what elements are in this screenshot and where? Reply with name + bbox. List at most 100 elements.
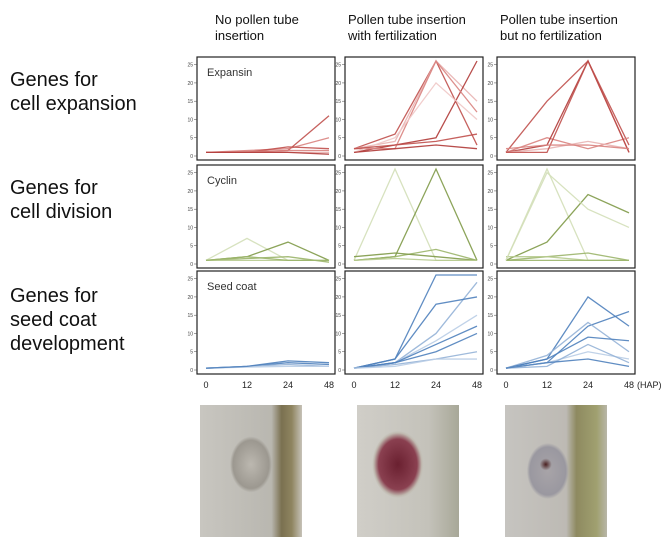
chart-grid: 0 5 10 15 20 25 Expansin 0 5 10 15 20 25 0 5 10 15 20 25 0 5…	[187, 56, 662, 390]
y-tick-label: 0	[490, 154, 493, 160]
y-tick-label: 25	[335, 63, 341, 69]
y-tick-label: 10	[187, 117, 193, 123]
panel-frame	[496, 164, 636, 269]
row-label-line: Genes for	[10, 285, 98, 307]
series-line	[353, 351, 478, 369]
panel-frame	[496, 56, 636, 161]
y-tick-label: 20	[187, 81, 193, 87]
y-tick-label: 0	[490, 368, 493, 374]
y-tick-label: 10	[335, 225, 341, 231]
series-line	[205, 256, 329, 261]
series-line	[505, 343, 630, 369]
x-tick-label: 0	[351, 380, 356, 390]
photo	[357, 405, 459, 537]
series-line	[353, 81, 478, 153]
y-tick-label: 20	[187, 189, 193, 195]
column-header: Pollen tube insertion with fertilization	[348, 12, 466, 44]
y-tick-label: 5	[490, 350, 493, 356]
y-tick-label: 25	[487, 63, 493, 69]
panel-frame	[496, 270, 636, 375]
y-tick-label: 5	[190, 350, 193, 356]
series-line	[505, 137, 630, 153]
series-line	[353, 252, 478, 261]
series-line	[353, 167, 477, 261]
x-tick-label: 12	[242, 380, 252, 390]
series-line	[505, 59, 630, 153]
series-line	[353, 257, 477, 261]
x-tick-label: 0	[503, 380, 508, 390]
row-label: Genes for seed coat development	[10, 284, 125, 356]
y-tick-label: 0	[190, 368, 193, 374]
column-header: Pollen tube insertion but no fertilizatio…	[500, 12, 618, 44]
row-label-line: seed coat	[10, 309, 97, 331]
y-tick-label: 5	[338, 136, 341, 142]
y-tick-label: 15	[487, 313, 493, 319]
y-tick-label: 20	[487, 189, 493, 195]
header-line: Pollen tube insertion	[500, 12, 618, 27]
y-tick-label: 25	[187, 277, 193, 283]
y-tick-label: 0	[338, 154, 341, 160]
row-label-line: cell division	[10, 201, 113, 223]
panel-frame	[344, 270, 484, 375]
y-tick-label: 10	[187, 331, 193, 337]
y-tick-label: 15	[487, 99, 493, 105]
series-line	[353, 59, 478, 150]
y-tick-label: 15	[487, 207, 493, 213]
x-tick-label: 12	[390, 380, 400, 390]
series-line	[353, 358, 477, 369]
x-tick-label: 24	[431, 380, 441, 390]
column-header: No pollen tube insertion	[215, 12, 299, 44]
series-line	[505, 193, 630, 261]
panel-frame	[344, 164, 484, 269]
series-line	[505, 336, 630, 369]
y-tick-label: 5	[338, 244, 341, 250]
header-line: No pollen tube	[215, 12, 299, 27]
series-line	[505, 358, 630, 369]
series-line	[505, 252, 630, 261]
y-tick-label: 0	[190, 154, 193, 160]
series-line	[353, 296, 478, 369]
y-tick-label: 20	[335, 81, 341, 87]
y-tick-label: 15	[335, 207, 341, 213]
y-tick-label: 25	[187, 63, 193, 69]
y-tick-label: 25	[335, 171, 341, 177]
x-tick-label: 24	[283, 380, 293, 390]
y-tick-label: 10	[487, 331, 493, 337]
series-line	[505, 144, 630, 150]
panel-label: Seed coat	[207, 281, 257, 293]
row-label-line: cell expansion	[10, 93, 137, 115]
x-tick-label: 48	[624, 380, 634, 390]
series-line	[505, 310, 630, 369]
series-line	[206, 151, 330, 155]
header-line: insertion	[215, 28, 265, 43]
y-tick-label: 10	[487, 225, 493, 231]
row-label: Genes for cell expansion	[10, 68, 137, 116]
y-tick-label: 5	[490, 244, 493, 250]
header-line: but no fertilization	[500, 28, 602, 43]
series-line	[505, 321, 630, 369]
x-tick-label: 12	[542, 380, 552, 390]
y-tick-label: 10	[487, 117, 493, 123]
series-line	[505, 167, 629, 261]
photo	[505, 405, 607, 537]
y-tick-label: 25	[187, 171, 193, 177]
row-label-line: Genes for	[10, 69, 98, 91]
series-line	[205, 256, 330, 263]
y-tick-label: 0	[490, 262, 493, 268]
y-tick-label: 5	[490, 136, 493, 142]
y-tick-label: 10	[335, 331, 341, 337]
y-tick-label: 0	[338, 368, 341, 374]
row-label-line: development	[10, 333, 125, 355]
y-tick-label: 0	[190, 262, 193, 268]
series-line	[353, 133, 478, 150]
y-tick-label: 20	[335, 189, 341, 195]
x-tick-label: 48	[324, 380, 334, 390]
y-tick-label: 20	[335, 295, 341, 301]
y-tick-label: 15	[187, 313, 193, 319]
row-label: Genes for cell division	[10, 176, 112, 224]
panel-label: Expansin	[207, 67, 252, 79]
header-line: with fertilization	[348, 28, 437, 43]
series-line	[354, 59, 478, 150]
y-tick-label: 25	[487, 277, 493, 283]
